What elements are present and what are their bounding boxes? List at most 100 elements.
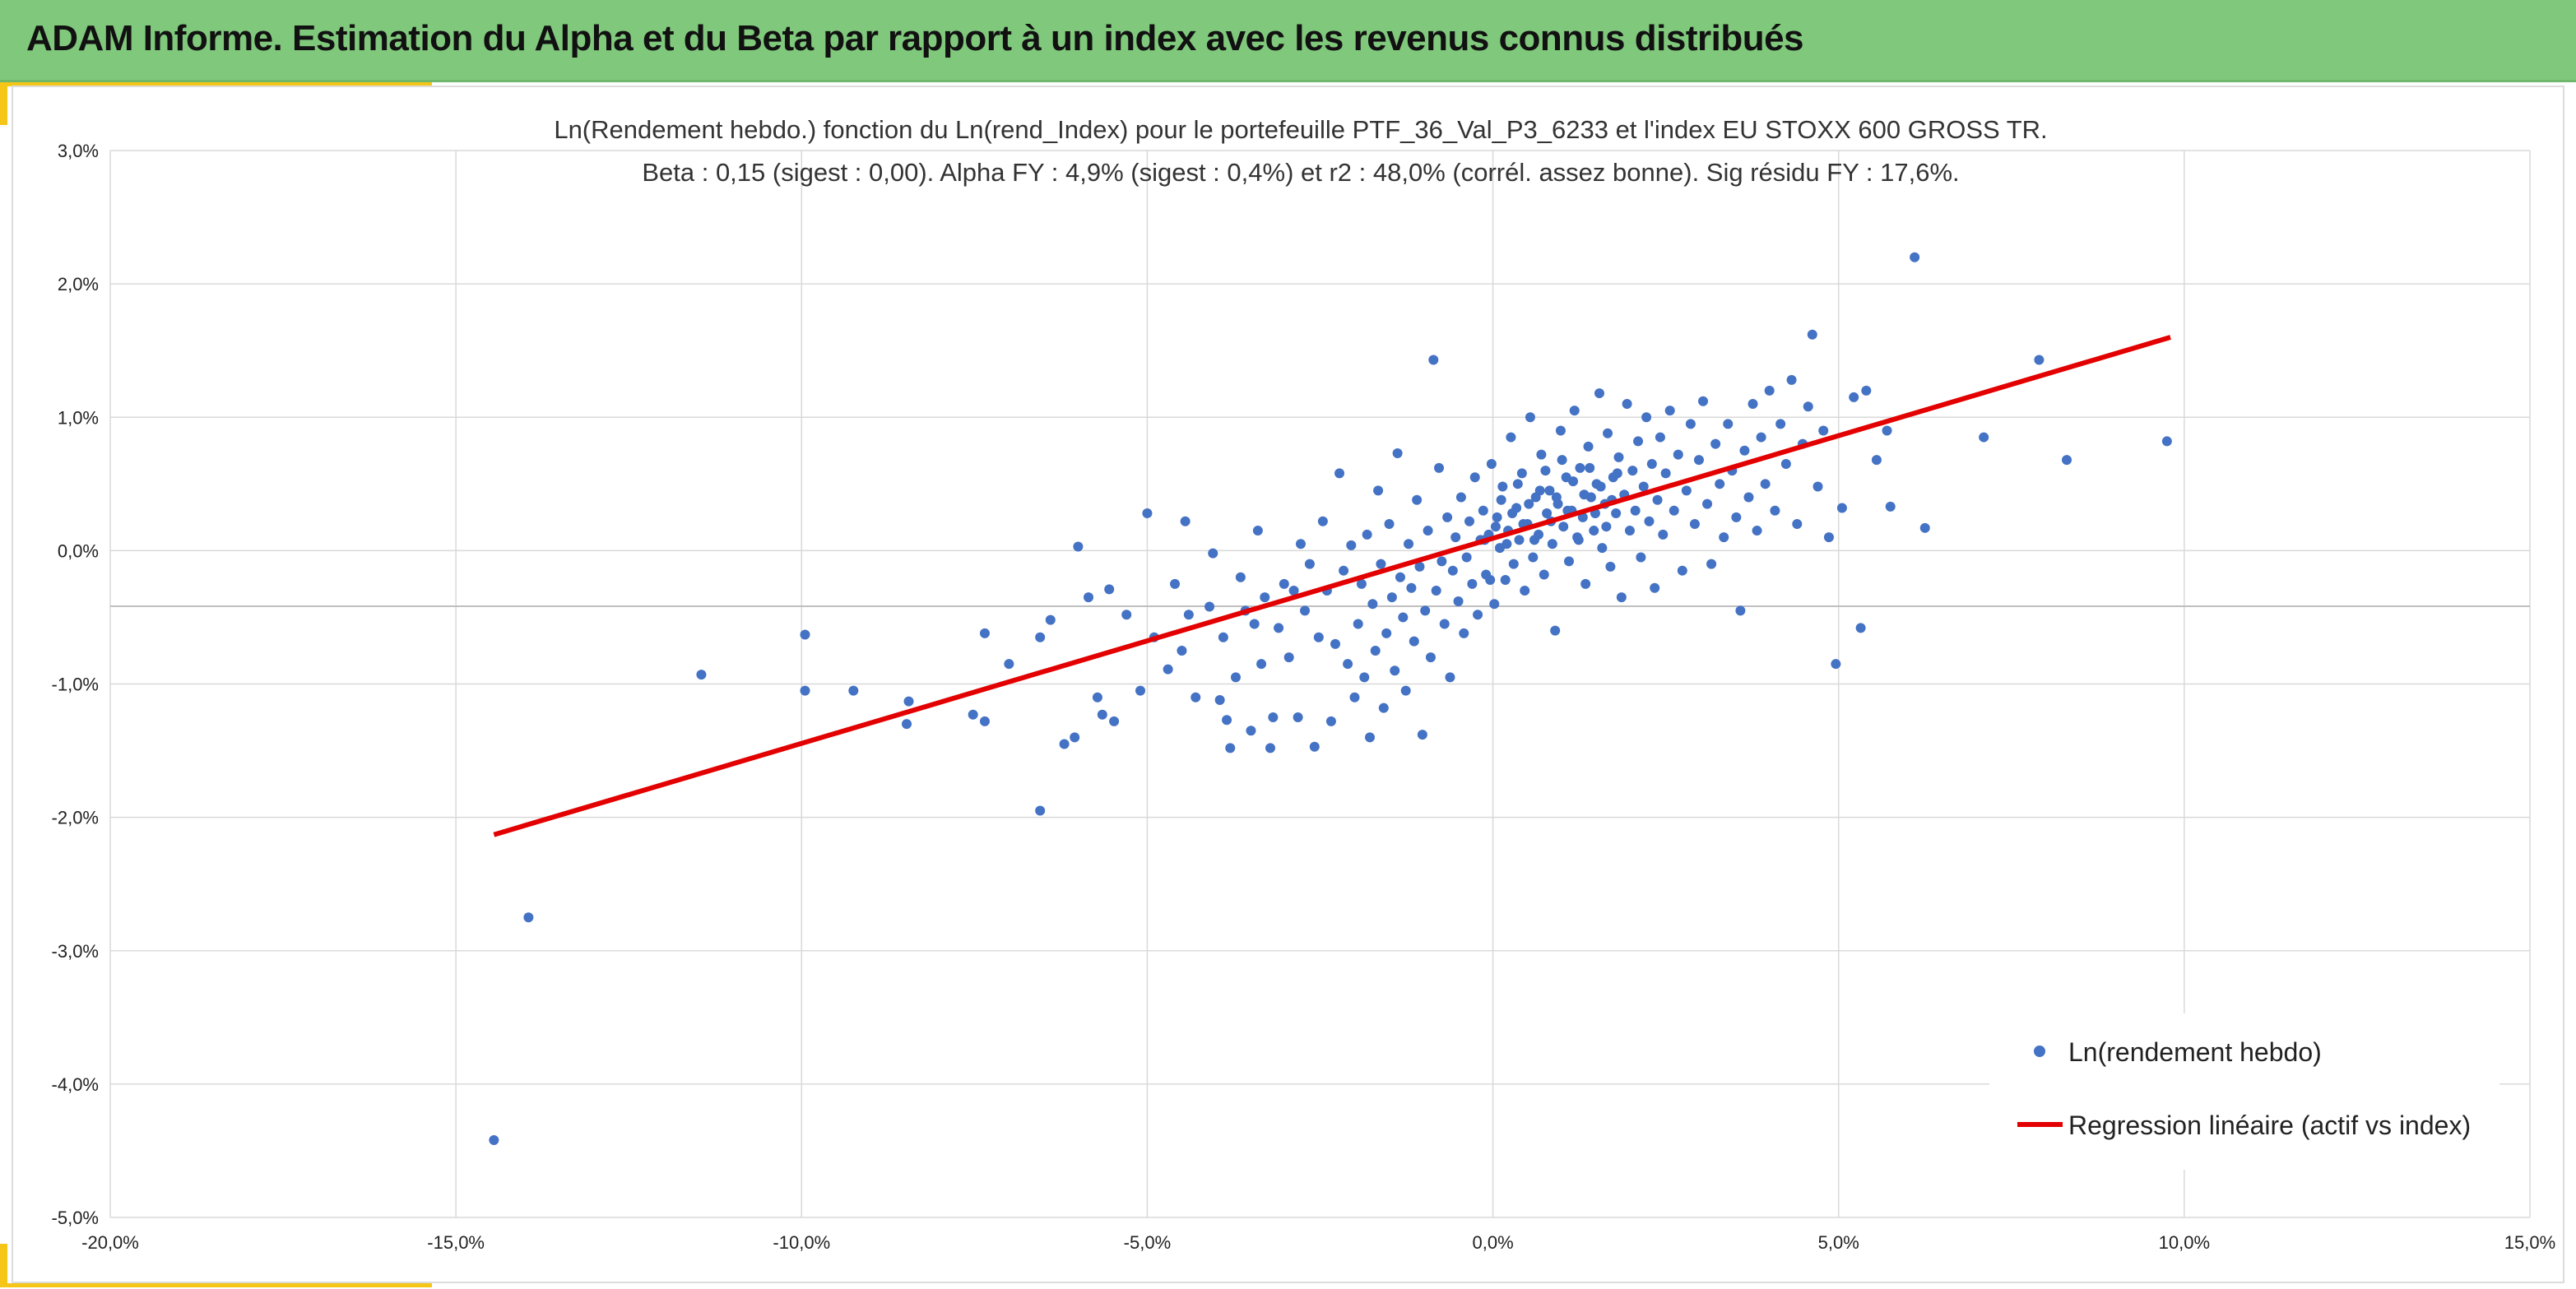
data-point (1409, 636, 1419, 647)
data-point (979, 716, 990, 726)
data-point (1550, 625, 1561, 636)
legend-background (1989, 1013, 2499, 1170)
data-point (1384, 518, 1395, 529)
data-point (1191, 692, 1201, 702)
data-point (1295, 539, 1306, 549)
y-tick-label: -2,0% (52, 808, 99, 828)
data-point (1084, 592, 1094, 603)
data-point (1568, 476, 1579, 487)
data-point (1664, 406, 1675, 416)
data-point (1004, 659, 1014, 670)
data-point (1376, 559, 1386, 569)
data-point (1497, 481, 1508, 492)
data-point (1334, 468, 1345, 479)
data-point (1230, 672, 1241, 683)
data-point (1445, 672, 1455, 683)
data-point (1097, 709, 1107, 720)
data-point (1035, 632, 1046, 642)
data-point (1831, 659, 1841, 670)
data-point (1646, 458, 1657, 469)
data-point (1575, 462, 1585, 473)
data-point (1437, 556, 1447, 567)
data-point (1283, 652, 1294, 663)
legend-label-scatter: Ln(rendement hebdo) (2068, 1037, 2322, 1067)
data-point (1467, 578, 1478, 589)
data-point (1170, 578, 1181, 589)
data-point (1770, 505, 1780, 516)
data-point (1265, 743, 1275, 753)
data-point (1756, 432, 1766, 443)
data-point (1428, 355, 1439, 365)
data-point (1633, 436, 1644, 447)
data-point (1673, 449, 1683, 460)
data-point (1370, 645, 1381, 656)
data-point (1764, 385, 1775, 396)
data-point (800, 685, 810, 696)
data-point (1580, 578, 1591, 589)
data-point (1455, 492, 1466, 503)
data-point (1373, 485, 1384, 496)
data-point (1719, 532, 1729, 543)
data-point (1536, 449, 1547, 460)
data-point (1500, 575, 1511, 586)
data-point (1786, 374, 1797, 385)
data-point (902, 719, 912, 730)
data-point (1630, 505, 1641, 516)
legend: Ln(rendement hebdo) Regression linéaire … (1989, 1013, 2499, 1170)
data-point (1381, 628, 1392, 638)
data-point (1627, 466, 1638, 476)
data-point (1434, 462, 1445, 473)
data-point (1669, 505, 1679, 516)
data-point (1507, 508, 1518, 518)
data-point (1652, 494, 1663, 505)
data-point (1104, 584, 1115, 595)
data-point (1597, 543, 1608, 554)
data-point (1723, 419, 1734, 429)
data-point (1279, 578, 1289, 589)
data-point (1260, 592, 1270, 603)
data-point (1386, 592, 1397, 603)
header-banner: ADAM Informe. Estimation du Alpha et du … (0, 0, 2576, 82)
data-point (1442, 512, 1453, 522)
data-point (1400, 685, 1411, 696)
data-point (523, 912, 534, 923)
data-point (1547, 539, 1557, 549)
data-point (1390, 665, 1400, 676)
data-point (1529, 535, 1539, 545)
y-tick-label: 2,0% (58, 274, 99, 294)
data-point (1414, 561, 1425, 572)
data-point (1579, 489, 1590, 500)
data-point (1760, 479, 1771, 489)
data-point (696, 670, 707, 680)
x-tick-label: -20,0% (81, 1232, 139, 1253)
accent-bar-bottom (0, 1283, 432, 1287)
data-point (1073, 541, 1084, 552)
data-point (1555, 425, 1566, 436)
data-point (1603, 428, 1613, 438)
data-point (1520, 586, 1530, 596)
data-point (1558, 522, 1569, 532)
data-point (1246, 726, 1256, 736)
data-point (1655, 432, 1665, 443)
data-point (1469, 472, 1480, 483)
data-point (1395, 572, 1405, 582)
data-point (2034, 355, 2045, 365)
data-point (2161, 436, 2172, 447)
data-point (1045, 614, 1056, 625)
data-point (1343, 659, 1353, 670)
data-point (1624, 526, 1635, 536)
data-point (1585, 462, 1595, 473)
data-point (1818, 425, 1829, 436)
data-point (1803, 401, 1813, 412)
data-point (1252, 526, 1263, 536)
data-point (1710, 438, 1721, 449)
data-point (1453, 596, 1464, 606)
data-point (1677, 565, 1687, 576)
data-point (1748, 399, 1758, 410)
data-point (1739, 445, 1750, 456)
data-point (1313, 632, 1324, 642)
grid-lines (109, 150, 2531, 1218)
axis-ticks: -20,0% -15,0% -10,0% -5,0% 0,0% 5,0% 10,0% 15,0… (52, 141, 2556, 1253)
data-point (1423, 526, 1433, 536)
